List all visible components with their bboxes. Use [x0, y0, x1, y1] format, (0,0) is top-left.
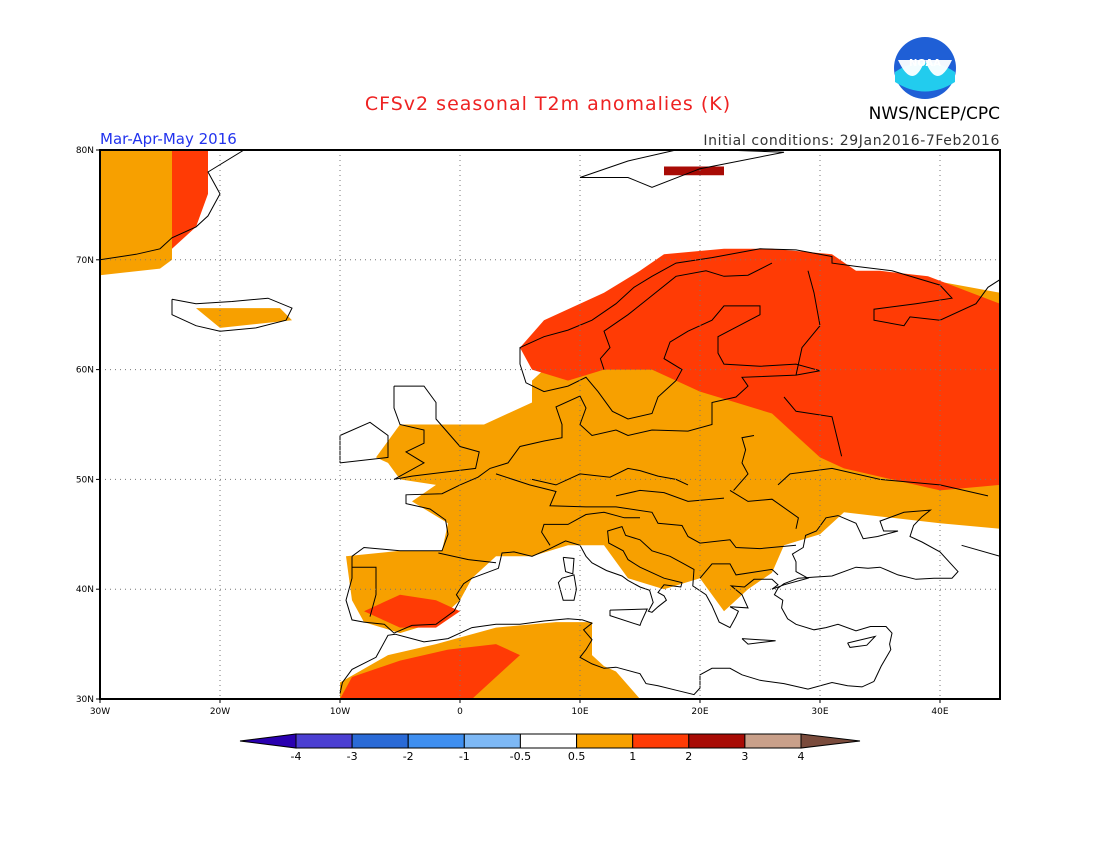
lon-tick-label: 40E [931, 707, 948, 717]
lat-lon-grid [100, 150, 1000, 699]
coastlines [100, 150, 1000, 696]
lon-tick-label: 20W [210, 707, 230, 717]
colorbar-segment [744, 733, 802, 749]
lon-tick-label: 30E [811, 707, 828, 717]
colorbar-label: 0.5 [568, 750, 586, 763]
lat-tick-label: 40N [76, 585, 94, 595]
colorbar-segment [407, 733, 465, 749]
lat-tick-label: 30N [76, 695, 94, 705]
colorbar-label: 1 [629, 750, 636, 763]
colorbar-segment [519, 733, 578, 749]
period-label: Mar-Apr-May 2016 [100, 130, 237, 148]
colorbar-segment [295, 733, 353, 749]
anomaly-region-iberia-south [364, 594, 460, 628]
colorbar-arrow-high [800, 733, 861, 749]
agency-label: NWS/NCEP/CPC [869, 104, 1000, 124]
lon-tick-label: 20E [691, 707, 708, 717]
colorbar-label: 3 [741, 750, 748, 763]
noaa-logo: NOAA [894, 37, 956, 99]
colorbar-segment [576, 733, 634, 749]
lon-tick-label: 10E [571, 707, 588, 717]
colorbar-label: 2 [685, 750, 692, 763]
colorbar-label: -4 [291, 750, 302, 763]
colorbar-label: -1 [459, 750, 470, 763]
lon-tick-label: 0 [457, 707, 463, 717]
colorbar-segment [463, 733, 521, 749]
chart-title: CFSv2 seasonal T2m anomalies (K) [365, 93, 731, 115]
colorbar-segment [688, 733, 746, 749]
lat-tick-label: 50N [76, 475, 94, 485]
colorbar: -4 -3 -2 -1 -0.5 0.5 1 2 3 4 [239, 733, 861, 763]
map-area [100, 150, 1000, 699]
lat-tick-label: 70N [76, 256, 94, 266]
anomaly-region-greenland-east [172, 150, 208, 249]
lat-tick-label: 80N [76, 146, 94, 156]
lon-tick-label: 10W [330, 707, 350, 717]
map-frame [99, 149, 1001, 700]
lon-tick-label: 30W [90, 707, 110, 717]
colorbar-label: -3 [347, 750, 358, 763]
colorbar-label: 4 [798, 750, 805, 763]
colorbar-segment [632, 733, 690, 749]
colorbar-arrow-low [239, 733, 297, 749]
colorbar-label: -0.5 [510, 750, 531, 763]
initial-conditions: Initial conditions: 29Jan2016-7Feb2016 [703, 133, 1000, 149]
anomaly-region-iceland [196, 308, 292, 328]
anomaly-fill [100, 150, 1000, 699]
colorbar-segment [351, 733, 409, 749]
axis-labels: 30W 20W 10W 0 10E 20E 30E 40E 30N 40N 50N 60N 70N 80N [76, 146, 949, 717]
anomaly-region-north-africa-core [340, 644, 520, 699]
colorbar-label: -2 [403, 750, 414, 763]
noaa-logo-text: NOAA [909, 58, 941, 69]
lat-tick-label: 60N [76, 366, 94, 376]
anomaly-region-greenland-west [100, 150, 172, 276]
